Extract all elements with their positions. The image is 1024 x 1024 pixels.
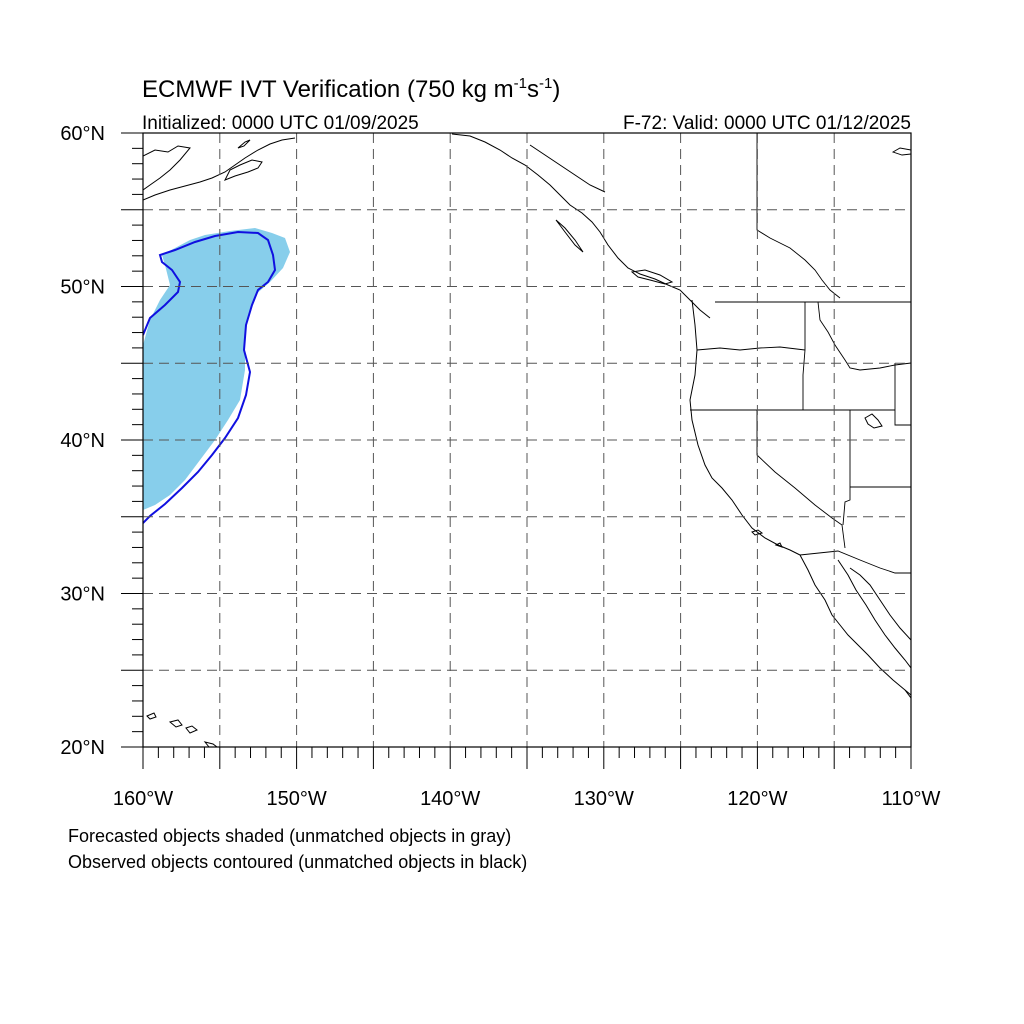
valid-time-label: F-72: Valid: 0000 UTC 01/12/2025: [623, 113, 911, 134]
longitude-label: 130°W: [574, 788, 634, 810]
longitude-label: 110°W: [882, 788, 941, 810]
caption-forecast: Forecasted objects shaded (unmatched obj…: [68, 826, 512, 846]
latitude-label: 30°N: [60, 584, 105, 606]
latitude-labels: 60°N 50°N 40°N 30°N 20°N: [60, 123, 105, 759]
axis-ticks: [121, 132, 912, 769]
latitude-label: 60°N: [60, 123, 105, 145]
map-title: ECMWF IVT Verification (750 kg m-1s-1): [142, 75, 560, 103]
political-boundaries: [690, 133, 911, 574]
caption-observed: Observed objects contoured (unmatched ob…: [68, 852, 528, 872]
observed-ivt-contour: [143, 230, 277, 524]
init-time-label: Initialized: 0000 UTC 01/09/2025: [142, 113, 419, 134]
forecast-ivt-object: [143, 228, 290, 510]
latitude-label: 50°N: [60, 277, 105, 299]
longitude-label: 120°W: [727, 788, 787, 810]
longitude-label: 150°W: [266, 788, 326, 810]
longitude-label: 160°W: [113, 788, 173, 810]
latitude-label: 40°N: [60, 430, 105, 452]
lat-lon-grid: [143, 133, 911, 747]
latitude-label: 20°N: [60, 737, 105, 759]
longitude-labels: 160°W 150°W 140°W 130°W 120°W 110°W: [113, 788, 941, 810]
longitude-label: 140°W: [420, 788, 480, 810]
